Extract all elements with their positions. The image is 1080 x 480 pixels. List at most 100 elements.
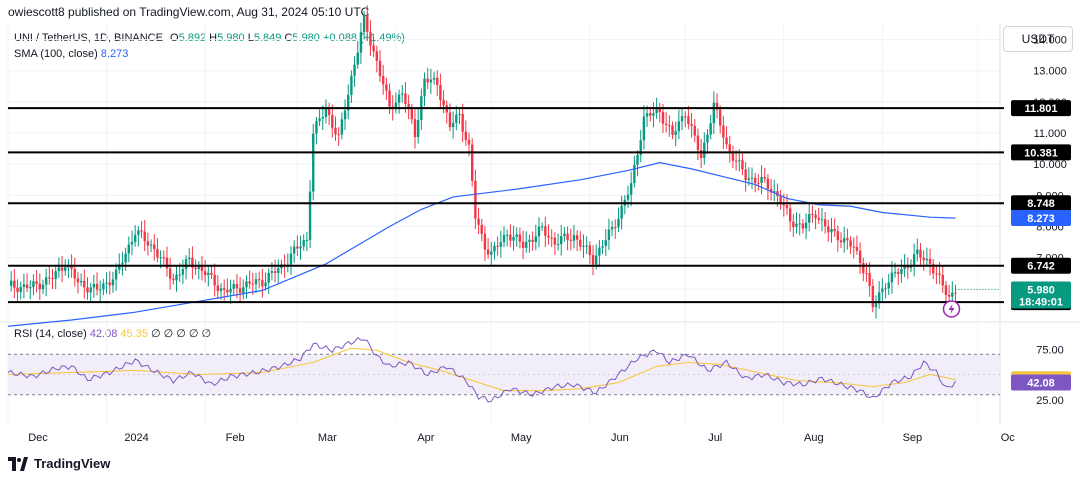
time-tick-label: Aug [804,432,824,444]
candle-body [347,94,350,111]
candle-body [156,249,159,258]
candle-body [226,289,229,293]
candle-body [531,239,534,243]
candle-body [162,257,165,259]
candle-body [938,273,941,275]
candle-body [175,274,178,281]
candle-body [213,274,216,286]
candle-body [327,107,331,116]
candle-body [947,294,951,297]
candle-body [277,268,280,273]
candle-body [51,278,54,280]
candle-body [397,94,401,103]
candle-body [788,208,792,222]
candle-body [257,279,261,281]
candle-body [95,283,99,290]
candle-body [474,180,477,219]
candle-body [525,241,528,248]
candle-body [776,191,779,197]
candle-body [165,257,169,269]
rsi-tick-label: 75.00 [1036,344,1064,356]
candle-body [763,176,766,179]
time-tick-label: Apr [417,432,434,444]
candle-body [375,51,379,61]
candle-body [181,269,185,275]
currency-button[interactable]: USDT [1003,26,1073,52]
level-badge [1011,144,1071,161]
candle-body [461,113,464,132]
sma-line [7,162,956,327]
candle-body [509,234,512,241]
candle-body [19,287,22,293]
footer-brand[interactable]: TradingView [8,456,110,471]
candle-body [264,282,267,287]
candle-body [149,244,153,246]
candle-body [731,151,735,161]
candle-body [680,116,684,122]
candle-body [579,239,582,247]
candle-body [655,108,658,114]
candle-body [9,280,13,286]
candle-body [289,253,293,265]
symbol-name[interactable]: UNI / TetherUS, 1D, BINANCE [14,32,163,44]
candle-body [121,262,124,265]
candle-body [248,281,251,284]
publisher-line: owiescott8 published on TradingView.com,… [8,5,370,19]
candle-body [137,230,140,235]
candle-body [874,302,878,308]
candle-body [515,234,518,237]
candle-body [385,84,388,91]
candle-body [668,125,671,127]
candle-body [747,178,751,181]
current-price-badge-text: 18:49:01 [1019,296,1063,308]
candle-body [35,281,38,284]
candle-body [321,116,324,119]
candle-body [728,144,731,152]
flag-layer [942,300,961,318]
candle-body [114,269,118,280]
sma-badge-text: 8.273 [1027,213,1055,225]
candle-body [808,214,811,223]
candle-body [582,245,585,247]
candle-body [773,191,776,193]
candle-body [261,280,264,287]
candle-body [801,223,805,229]
candle-body [467,139,471,145]
candle-body [312,133,315,192]
candle-body [29,287,32,289]
candle-body [843,238,846,243]
candle-body [493,245,496,252]
close-label: C [284,32,293,44]
candle-body [687,116,690,125]
candles-layer [9,5,957,319]
candle-body [671,125,674,135]
candle-body [219,288,223,292]
candle-body [13,280,16,288]
candle-body [664,123,668,126]
high-value: 5.980 [217,32,245,44]
candle-body [308,191,312,240]
candle-body [658,108,661,113]
candle-body [846,238,849,241]
price-tick-label: 13.000 [1033,66,1067,78]
candle-body [814,214,817,219]
rsi-label[interactable]: RSI (14, close) [14,328,87,340]
candle-body [133,234,137,242]
candle-body [270,271,274,274]
candle-body [540,226,544,228]
candle-body [413,119,417,138]
candle-body [591,255,595,265]
sma-label[interactable]: SMA (100, close) [14,48,98,60]
candle-body [537,226,541,237]
candle-body [254,279,258,285]
sma-legend: SMA (100, close) 8.273 [14,48,128,60]
candle-body [553,237,557,245]
candle-body [343,110,347,120]
candle-body [331,115,334,128]
candle-body [617,218,620,228]
open-label: O [170,32,179,44]
symbol-legend: UNI / TetherUS, 1D, BINANCE O5.892 H5.98… [14,32,405,44]
candle-body [607,229,611,241]
candle-body [353,64,356,76]
